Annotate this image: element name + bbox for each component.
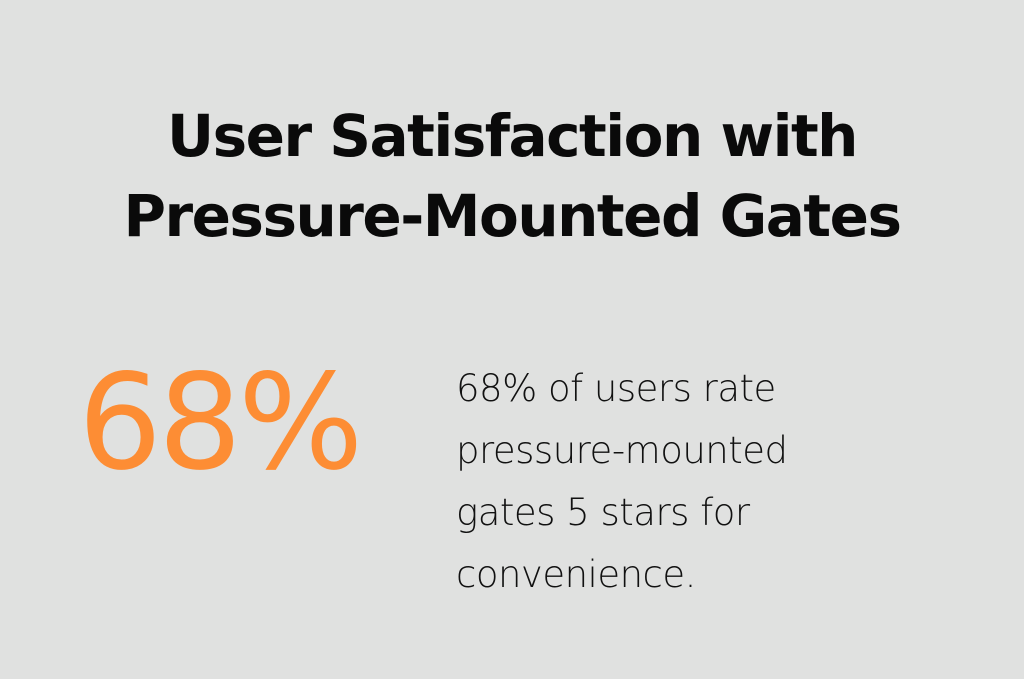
description-line-1: 68% of users rate: [456, 367, 776, 410]
description-line-2: pressure-mounted: [456, 429, 788, 472]
page-title: User Satisfaction with Pressure-Mounted …: [0, 96, 1024, 256]
title-line-1: User Satisfaction with: [167, 102, 858, 170]
title-line-2: Pressure-Mounted Gates: [123, 182, 902, 250]
description-line-4: convenience.: [456, 553, 696, 596]
stat-description: 68% of users rate pressure-mounted gates…: [456, 358, 876, 606]
description-line-3: gates 5 stars for: [456, 491, 750, 534]
stat-value: 68%: [78, 346, 363, 500]
